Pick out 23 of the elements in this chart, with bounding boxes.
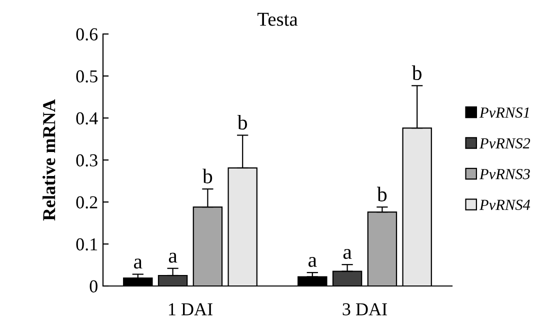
y-axis-title: Relative mRNA <box>42 99 56 221</box>
x-tick-label: 1 DAI <box>169 303 212 316</box>
chart-title: Testa <box>257 12 298 26</box>
data-label: b <box>237 114 248 130</box>
x-tick-label: 3 DAI <box>342 303 387 316</box>
legend-label: PvRNS1 <box>479 107 529 118</box>
legend-label: PvRNS4 <box>479 200 530 210</box>
data-label: a <box>308 256 317 267</box>
y-tick-label: 0.5 <box>76 70 98 83</box>
data-label: b <box>202 168 212 184</box>
y-tick-label: 0.4 <box>76 112 98 125</box>
data-label: a <box>134 258 142 269</box>
data-label: a <box>168 252 178 263</box>
y-tick-label: 0.6 <box>76 28 98 41</box>
data-label: a <box>343 248 352 259</box>
y-tick-label: 0.2 <box>76 196 98 209</box>
y-tick-label: 0.3 <box>76 154 98 167</box>
legend-label: PvRNS3 <box>479 168 530 180</box>
data-label: b <box>412 65 422 80</box>
data-label: b <box>376 186 387 202</box>
y-tick-label: 0.1 <box>76 238 98 251</box>
y-tick-label: 0 <box>90 280 98 292</box>
legend-label: PvRNS2 <box>479 138 530 148</box>
